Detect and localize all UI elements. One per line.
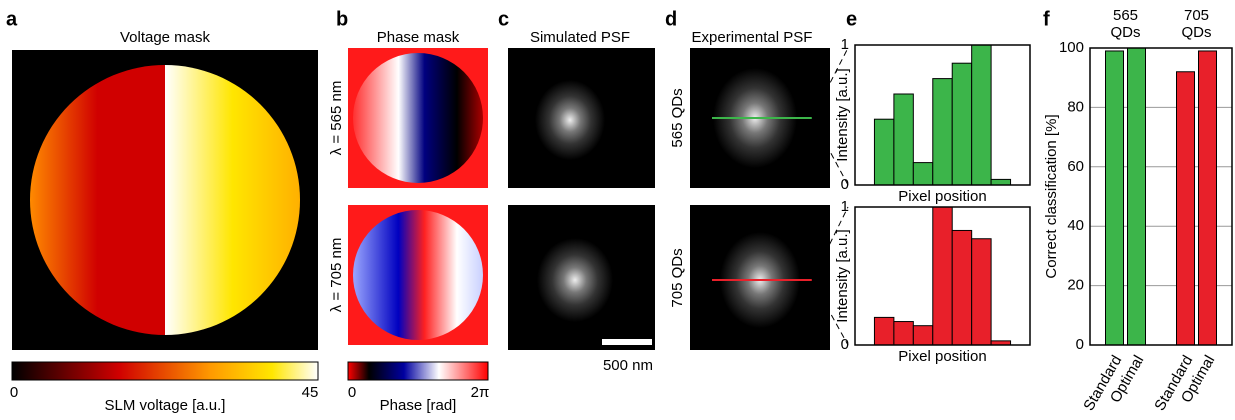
y-tick-label: 0 <box>841 336 849 353</box>
bar <box>932 206 953 346</box>
panel-label: c <box>498 8 509 30</box>
bar <box>912 162 934 186</box>
bar <box>873 316 895 346</box>
bar <box>893 93 914 186</box>
colorbar-label: Phase [rad] <box>380 397 457 414</box>
psf-spot <box>535 80 605 160</box>
panel-title: Phase mask <box>377 29 460 46</box>
legend-label: 705 QDs <box>1182 7 1212 41</box>
row-label: λ = 705 nm <box>328 238 345 313</box>
y-tick-label: 0 <box>841 176 849 193</box>
bar <box>951 62 973 186</box>
plot-frame <box>854 206 1031 346</box>
plot-frame <box>854 44 1031 186</box>
panel-b: b Phase mask λ = 565 nm λ = 705 nm 0 2π … <box>328 8 489 414</box>
bar <box>1105 50 1124 346</box>
bar <box>971 238 992 346</box>
colorbar-max: 45 <box>302 384 319 401</box>
y-tick-label: 60 <box>1067 158 1084 175</box>
bar <box>1176 71 1195 346</box>
colorbar <box>347 361 489 381</box>
mask-left <box>30 65 165 335</box>
scale-bar <box>602 339 652 345</box>
panel-title: Experimental PSF <box>692 29 813 46</box>
panel-label: d <box>665 8 677 30</box>
panel-label: a <box>6 8 18 30</box>
y-tick-label: 20 <box>1067 277 1084 294</box>
plot-frame <box>1089 47 1233 346</box>
y-tick-label: 0 <box>1076 336 1084 353</box>
y-tick-label: 1 <box>841 36 849 53</box>
scale-bar-label: 500 nm <box>603 357 653 374</box>
colorbar-min: 0 <box>10 384 18 401</box>
bar <box>932 78 953 186</box>
bar <box>951 229 973 346</box>
bar <box>990 178 1012 186</box>
y-tick-label: 40 <box>1067 217 1084 234</box>
bar <box>1127 47 1146 346</box>
mask-right <box>165 65 300 335</box>
bar <box>1198 50 1217 346</box>
panel-a: a Voltage mask 0 45 SLM voltage [a.u.] <box>6 8 319 414</box>
panel-title: Voltage mask <box>120 29 211 46</box>
x-axis-label: Pixel position <box>898 188 986 205</box>
row-label: 705 QDs <box>669 248 686 307</box>
x-axis-label: Pixel position <box>898 348 986 365</box>
bar <box>873 118 895 186</box>
y-tick-label: 80 <box>1067 98 1084 115</box>
colorbar-max: 2π <box>471 384 490 401</box>
panel-label: b <box>336 8 348 30</box>
y-axis-label: Correct classification [%] <box>1043 114 1060 278</box>
panel-d: d Experimental PSF 565 QDs 705 QDs <box>665 8 849 350</box>
legend-label: 565 QDs <box>1111 7 1141 41</box>
y-axis-label: Intensity [a.u.] <box>834 229 851 322</box>
panel-label: f <box>1043 8 1050 30</box>
bar <box>912 325 934 346</box>
colorbar-min: 0 <box>348 384 356 401</box>
y-axis-label: Intensity [a.u.] <box>834 68 851 161</box>
y-tick-label: 100 <box>1059 39 1084 56</box>
colorbar <box>11 361 319 381</box>
psf-spot <box>537 238 613 322</box>
y-tick-label: 1 <box>841 198 849 215</box>
bar <box>971 44 992 186</box>
panel-label: e <box>846 8 857 30</box>
colorbar-label: SLM voltage [a.u.] <box>105 397 226 414</box>
panel-c: c Simulated PSF 500 nm <box>498 8 655 374</box>
phase-disk <box>353 210 483 340</box>
panel-title: Simulated PSF <box>530 29 630 46</box>
row-label: 565 QDs <box>669 88 686 147</box>
row-label: λ = 565 nm <box>328 81 345 156</box>
bar <box>893 321 914 346</box>
phase-disk <box>353 53 483 183</box>
